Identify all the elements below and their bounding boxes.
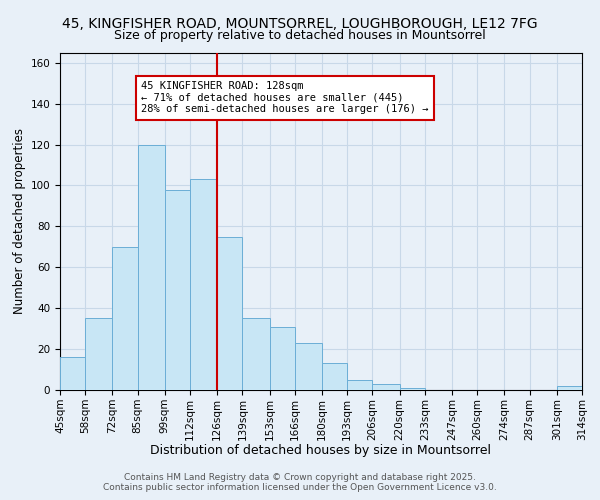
Y-axis label: Number of detached properties: Number of detached properties (13, 128, 26, 314)
Text: 45, KINGFISHER ROAD, MOUNTSORREL, LOUGHBOROUGH, LE12 7FG: 45, KINGFISHER ROAD, MOUNTSORREL, LOUGHB… (62, 18, 538, 32)
Bar (242, 318, 269, 390)
Bar (295, 343, 322, 390)
Bar (217, 236, 242, 390)
Bar (347, 380, 373, 390)
Bar (112, 247, 137, 390)
Text: Size of property relative to detached houses in Mountsorrel: Size of property relative to detached ho… (114, 29, 486, 42)
Bar (557, 386, 582, 390)
Text: Contains HM Land Registry data © Crown copyright and database right 2025.
Contai: Contains HM Land Registry data © Crown c… (103, 473, 497, 492)
Bar (269, 326, 295, 390)
Bar (190, 180, 217, 390)
Text: 45 KINGFISHER ROAD: 128sqm
← 71% of detached houses are smaller (445)
28% of sem: 45 KINGFISHER ROAD: 128sqm ← 71% of deta… (141, 81, 428, 114)
Bar (373, 384, 400, 390)
Bar (165, 190, 190, 390)
Bar (85, 318, 112, 390)
Bar (322, 364, 347, 390)
X-axis label: Distribution of detached houses by size in Mountsorrel: Distribution of detached houses by size … (151, 444, 491, 457)
Bar (400, 388, 425, 390)
Bar (60, 358, 85, 390)
Bar (137, 144, 165, 390)
